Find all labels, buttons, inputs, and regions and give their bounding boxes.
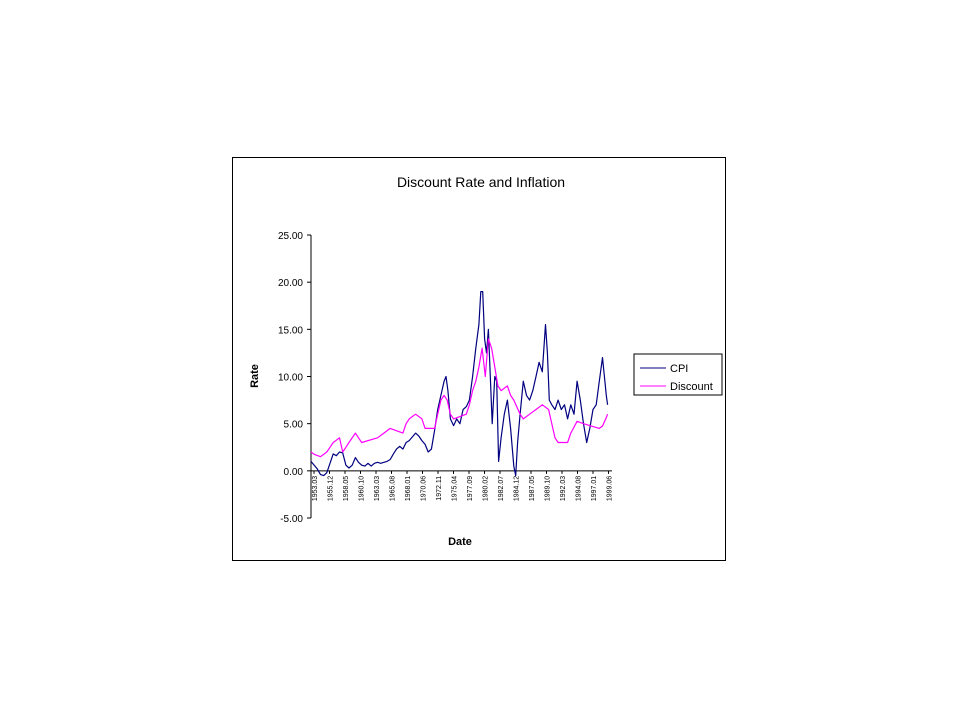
chart-title: Discount Rate and Inflation — [397, 174, 565, 190]
x-tick-label: 1994.08 — [576, 476, 583, 501]
chart-area: Discount Rate and Inflation 25.00 20.00 15… — [232, 157, 726, 561]
y-axis: 25.00 20.00 15.00 10.00 5.00 0.00 -5.00 — [278, 231, 312, 525]
legend-label-discount: Discount — [670, 381, 713, 393]
x-tick-label: 1997.01 — [591, 476, 598, 501]
x-tick-label: 1977.09 — [467, 476, 474, 501]
x-tick-label: 1982.07 — [498, 476, 505, 501]
y-tick-label: 25.00 — [278, 231, 303, 242]
legend-label-cpi: CPI — [670, 363, 688, 375]
x-tick-label: 1999.06 — [607, 476, 614, 501]
x-tick-label: 1975.04 — [452, 476, 459, 501]
x-tick-label: 1989.10 — [545, 476, 552, 501]
series-line-discount — [310, 338, 609, 458]
x-tick-label: 1953.03 — [312, 476, 319, 501]
x-tick-label: 1960.10 — [359, 476, 366, 501]
x-tick-label: 1955.12 — [328, 476, 335, 501]
x-tick-label: 1970.06 — [421, 476, 428, 501]
x-axis-title: Date — [448, 536, 472, 548]
x-tick-label: 1987.05 — [529, 476, 536, 501]
x-tick-label: 1992.03 — [560, 476, 567, 501]
y-tick-label: 10.00 — [278, 373, 303, 384]
series-line-cpi — [310, 291, 609, 477]
y-tick-label: 0.00 — [284, 467, 304, 478]
legend-box — [633, 353, 723, 396]
x-tick-label: 1980.02 — [483, 476, 490, 501]
x-tick-label: 1968.01 — [405, 476, 412, 501]
y-tick-label: 15.00 — [278, 325, 303, 336]
y-tick-label: 5.00 — [284, 420, 304, 431]
y-tick-label: 20.00 — [278, 278, 303, 289]
y-axis-title: Rate — [249, 364, 261, 388]
legend: CPI Discount — [633, 353, 723, 396]
x-tick-label: 1984.12 — [514, 476, 521, 501]
x-tick-label: 1958.05 — [343, 476, 350, 501]
chart-svg: Discount Rate and Inflation 25.00 20.00 15… — [249, 174, 723, 548]
x-tick-label: 1965.08 — [390, 476, 397, 501]
y-tick-label: -5.00 — [280, 514, 303, 525]
x-tick-label: 1963.03 — [374, 476, 381, 501]
x-tick-label: 1972.11 — [436, 476, 443, 501]
x-axis: 1953.03 1955.12 1958.05 1960.10 1963.03 1965.… — [311, 470, 614, 501]
series-layer — [310, 291, 609, 477]
